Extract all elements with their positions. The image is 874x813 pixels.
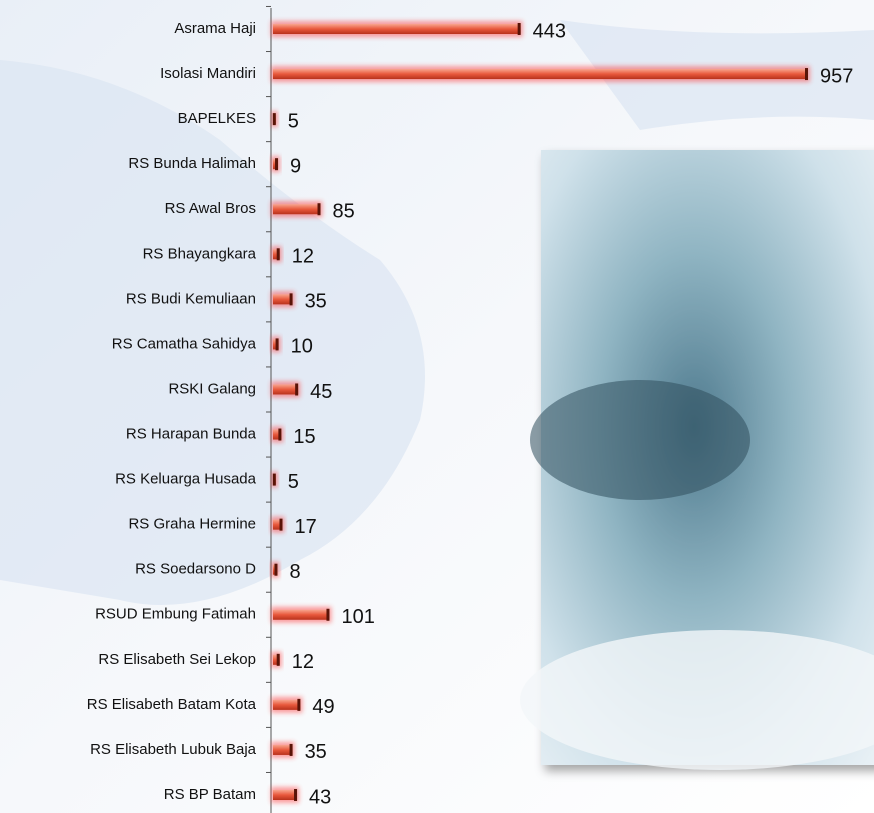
bar	[273, 700, 300, 710]
bar-cap	[274, 564, 277, 576]
bar-cap	[275, 158, 278, 170]
bar-cap	[297, 699, 300, 711]
bar	[273, 204, 321, 214]
bar-cap	[277, 248, 280, 260]
value-label: 12	[292, 246, 314, 268]
category-label: Isolasi Mandiri	[160, 65, 256, 82]
value-label: 5	[288, 110, 299, 132]
value-label: 15	[293, 426, 315, 448]
category-label: RS Budi Kemuliaan	[126, 290, 256, 307]
category-label: RS Elisabeth Sei Lekop	[98, 651, 256, 668]
value-label: 5	[288, 471, 299, 493]
value-label: 10	[291, 336, 313, 358]
photo-detail	[530, 380, 750, 500]
bar-cap	[276, 338, 279, 350]
category-label: RS Awal Bros	[165, 200, 256, 217]
category-label: RS BP Batam	[164, 786, 256, 803]
bar	[273, 384, 298, 394]
value-label: 35	[305, 291, 327, 313]
bar	[273, 69, 808, 79]
bar-cap	[273, 113, 276, 125]
value-label: 49	[312, 696, 334, 718]
bar-cap	[318, 203, 321, 215]
bar-cap	[295, 383, 298, 395]
bar-cap	[805, 68, 808, 80]
value-label: 45	[310, 381, 332, 403]
value-label: 9	[290, 155, 301, 177]
bar	[273, 790, 297, 800]
value-label: 35	[305, 741, 327, 763]
bar-cap	[294, 789, 297, 801]
bar-cap	[273, 474, 276, 486]
category-label: RS Camatha Sahidya	[112, 335, 257, 352]
value-label: 12	[292, 651, 314, 673]
bar-cap	[280, 519, 283, 531]
category-label: Asrama Haji	[174, 20, 256, 37]
category-label: RS Bhayangkara	[143, 245, 257, 262]
category-label: RS Harapan Bunda	[126, 425, 257, 442]
value-label: 43	[309, 786, 331, 808]
bar-cap	[326, 609, 329, 621]
value-label: 85	[333, 201, 355, 223]
category-label: RS Graha Hermine	[128, 516, 256, 533]
category-label: RS Keluarga Husada	[115, 471, 257, 488]
bar-cap	[278, 429, 281, 441]
chart: Asrama Haji 443 Isolasi Mandiri 957 BAPELKES…	[0, 0, 874, 813]
bar	[273, 24, 521, 34]
category-label: RS Elisabeth Batam Kota	[87, 696, 257, 713]
value-label: 101	[341, 606, 374, 628]
bar-cap	[277, 654, 280, 666]
category-label: RS Soedarsono D	[135, 561, 256, 578]
bar-cap	[290, 293, 293, 305]
category-label: BAPELKES	[178, 110, 256, 127]
category-label: RSUD Embung Fatimah	[95, 606, 256, 623]
bar-cap	[518, 23, 521, 35]
category-label: RS Bunda Halimah	[128, 155, 256, 172]
value-label: 17	[295, 516, 317, 538]
value-label: 8	[289, 561, 300, 583]
value-label: 957	[820, 65, 853, 87]
value-label: 443	[533, 20, 566, 42]
bar	[273, 610, 329, 620]
category-label: RS Elisabeth Lubuk Baja	[90, 741, 257, 758]
bar-cap	[290, 744, 293, 756]
category-label: RSKI Galang	[168, 380, 256, 397]
